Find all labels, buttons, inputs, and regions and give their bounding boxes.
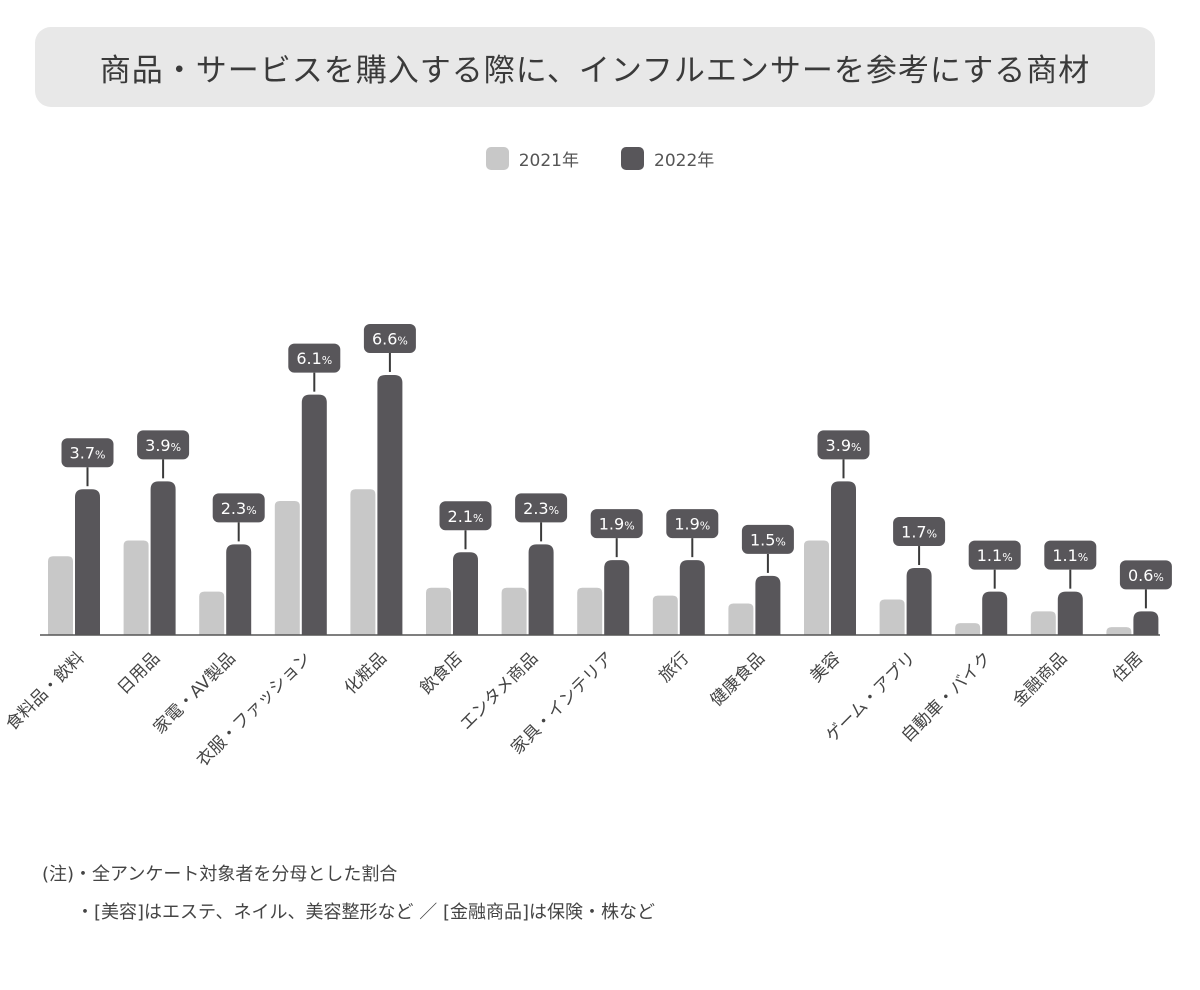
bar-2022 xyxy=(604,560,630,635)
data-label-unit: % xyxy=(1078,551,1088,564)
data-label: 0.6% xyxy=(1128,566,1164,585)
bar-2021 xyxy=(879,599,905,635)
bar-2021 xyxy=(955,623,981,635)
bar-2022 xyxy=(679,560,705,635)
category-label: 旅行 xyxy=(655,648,693,686)
bar-2022 xyxy=(1057,591,1083,635)
legend-item-2022: 2022年 xyxy=(621,146,714,171)
data-label: 1.9% xyxy=(674,515,710,534)
legend-item-2021: 2021年 xyxy=(485,146,579,171)
bar-2022 xyxy=(982,591,1008,635)
bar-2021 xyxy=(426,587,451,635)
data-label: 2.3% xyxy=(221,499,257,518)
bar-2021 xyxy=(728,603,754,635)
data-label-unit: % xyxy=(851,441,861,454)
bar-2021 xyxy=(804,540,829,635)
legend-swatch-2021 xyxy=(485,147,509,170)
bar-2021 xyxy=(652,595,678,635)
bar-2022 xyxy=(453,552,478,635)
data-label: 1.1% xyxy=(1052,546,1088,565)
data-label-unit: % xyxy=(1002,551,1012,564)
data-label-unit: % xyxy=(700,520,710,533)
bar-2021 xyxy=(274,501,300,635)
data-label-bg xyxy=(363,323,416,353)
data-label-bg xyxy=(1044,540,1097,570)
data-label: 3.9% xyxy=(145,436,181,455)
bar-2021 xyxy=(350,489,376,635)
legend-label-2022: 2022年 xyxy=(654,151,715,171)
data-label-unit: % xyxy=(397,334,407,347)
data-label-bg xyxy=(1119,560,1172,590)
data-label-unit: % xyxy=(322,354,332,367)
data-label-bg xyxy=(817,430,870,460)
data-label-bg xyxy=(741,524,794,554)
category-label: 美容 xyxy=(806,648,844,686)
data-label-unit: % xyxy=(1153,571,1163,584)
bar-2022 xyxy=(906,568,932,635)
bar-2021 xyxy=(577,587,603,635)
data-label-unit: % xyxy=(549,504,559,517)
bar-2022 xyxy=(150,481,176,635)
bar-2021 xyxy=(1030,611,1056,635)
legend-label-2021: 2021年 xyxy=(518,151,579,171)
data-label: 1.1% xyxy=(977,546,1013,565)
data-label: 1.5% xyxy=(750,530,786,549)
bar-2021 xyxy=(123,540,149,635)
data-label-unit: % xyxy=(95,449,105,462)
category-label: 化粧品 xyxy=(341,648,391,698)
bar-2022 xyxy=(831,481,856,635)
bar-2022 xyxy=(301,394,327,635)
note-line-1: (注)・全アンケート対象者を分母とした割合 xyxy=(42,864,398,885)
legend: 2021年 2022年 xyxy=(0,146,1200,171)
bar-2021 xyxy=(1106,627,1132,635)
data-label-bg xyxy=(968,540,1021,570)
category-label: 飲食店 xyxy=(416,648,466,698)
category-label: 金融商品 xyxy=(1009,648,1071,710)
data-label: 6.1% xyxy=(296,349,332,368)
data-label-bg xyxy=(515,493,568,523)
data-label: 6.6% xyxy=(372,329,408,348)
category-label: 健康食品 xyxy=(707,648,769,710)
data-label-unit: % xyxy=(775,535,785,548)
data-label-bg xyxy=(439,501,492,531)
data-label-unit: % xyxy=(171,441,181,454)
data-label-bg xyxy=(61,438,114,468)
data-label: 2.1% xyxy=(448,507,484,526)
data-label-bg xyxy=(893,517,946,547)
bar-2021 xyxy=(48,556,73,635)
title-box: 商品・サービスを購入する際に、インフルエンサーを参考にする商材 xyxy=(35,27,1155,107)
data-label-bg xyxy=(137,430,190,460)
data-label-unit: % xyxy=(246,504,256,517)
category-label: 日用品 xyxy=(114,648,164,698)
category-label: 食料品・飲料 xyxy=(2,648,88,734)
bar-2022 xyxy=(528,544,554,635)
data-label: 1.7% xyxy=(901,523,937,542)
data-label-unit: % xyxy=(624,520,634,533)
data-label: 2.3% xyxy=(523,499,559,518)
bar-2021 xyxy=(501,587,527,635)
bar-2021 xyxy=(199,591,225,635)
data-label-bg xyxy=(288,343,341,373)
bar-2022 xyxy=(755,575,781,635)
data-label: 3.9% xyxy=(826,436,862,455)
bar-2022 xyxy=(226,544,252,635)
data-label-bg xyxy=(666,509,719,539)
data-label-unit: % xyxy=(473,512,483,525)
data-label: 1.9% xyxy=(599,515,635,534)
legend-swatch-2022 xyxy=(621,147,644,170)
data-label: 3.7% xyxy=(70,444,106,463)
bar-2022 xyxy=(377,374,403,635)
data-label-bg xyxy=(212,493,265,523)
bar-2022 xyxy=(75,489,100,635)
category-label: 住居 xyxy=(1109,648,1147,686)
chart-title: 商品・サービスを購入する際に、インフルエンサーを参考にする商材 xyxy=(99,52,1091,89)
bar-2022 xyxy=(1133,611,1159,635)
note-line-2: ・[美容]はエステ、ネイル、美容整形など ／ [金融商品]は保険・株など xyxy=(76,902,655,923)
data-label-unit: % xyxy=(927,528,937,541)
data-label-bg xyxy=(590,509,643,539)
